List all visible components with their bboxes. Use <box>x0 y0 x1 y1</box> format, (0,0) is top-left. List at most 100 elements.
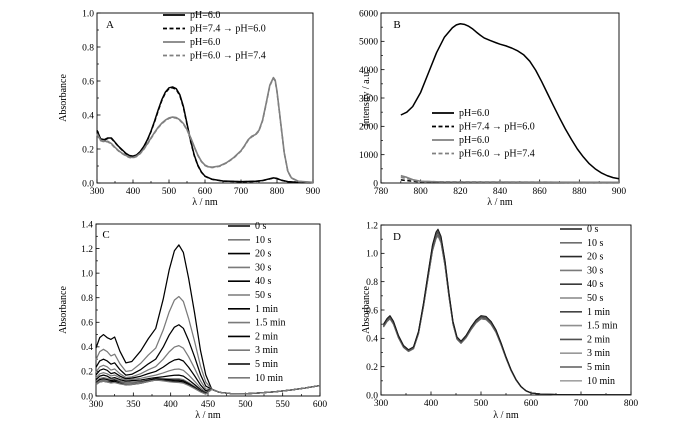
x-tick-label: 860 <box>533 187 548 197</box>
legend-entry: 5 min <box>587 362 610 373</box>
y-tick-label: 0.6 <box>82 77 94 87</box>
y-tick-label: 0.0 <box>366 391 378 401</box>
x-tick-label: 350 <box>126 400 141 410</box>
y-tick-label: 1.2 <box>366 221 378 231</box>
x-tick-label: 500 <box>238 400 253 410</box>
x-tick-label: 820 <box>453 187 468 197</box>
legend-entry: 50 s <box>255 290 272 301</box>
x-tick-label: 300 <box>374 399 389 409</box>
y-tick-label: 1.0 <box>82 9 94 19</box>
x-axis-label: λ / nm <box>493 410 519 421</box>
x-tick-label: 800 <box>414 187 429 197</box>
legend-entry: 1.5 min <box>255 318 286 329</box>
y-tick-label: 1000 <box>359 151 378 161</box>
x-tick-label: 800 <box>624 399 639 409</box>
x-tick-label: 450 <box>201 400 216 410</box>
panel-b: 780 800 820 840 860 880 900 0 1000 2000 3000 4000 50… <box>359 9 626 208</box>
x-tick-label: 700 <box>574 399 589 409</box>
y-tick-label: 6000 <box>359 9 378 19</box>
y-tick-label: 1.2 <box>81 245 93 255</box>
x-tick-label: 900 <box>612 187 627 197</box>
panel-label: C <box>102 229 109 241</box>
x-tick-label: 780 <box>374 187 389 197</box>
series-line <box>95 379 321 395</box>
y-tick-label: 0.0 <box>82 179 94 189</box>
y-tick-label: 0.2 <box>366 363 378 373</box>
y-tick-label: 1.0 <box>366 250 378 260</box>
y-tick-label: 0.4 <box>82 111 94 121</box>
y-tick-label: 0.4 <box>366 335 378 345</box>
y-axis-label: Absorbance <box>58 286 69 334</box>
legend-entry: 1 min <box>587 307 610 318</box>
y-tick-label: 0.8 <box>81 294 93 304</box>
y-tick-label: 0.0 <box>81 392 93 402</box>
legend-entry: 40 s <box>587 279 604 290</box>
legend-entry: 1 min <box>255 304 278 315</box>
x-tick-label: 600 <box>524 399 539 409</box>
x-tick-label: 300 <box>90 187 105 197</box>
x-axis-label: λ / nm <box>487 197 513 208</box>
panel-c: 300 350 400 450 500 550 600 0.0 0.2 0.4 0.6 0.8 1.0 1… <box>58 220 327 421</box>
x-tick-label: 400 <box>164 400 179 410</box>
legend-entry: pH=6.0 <box>459 108 489 119</box>
x-tick-label: 600 <box>313 400 328 410</box>
y-axis-label: Intensity / a.u. <box>361 69 372 126</box>
panel-a: 300 400 500 600 700 800 900 0.0 0.2 0.4 0.6 0.8 1.0 λ… <box>58 9 320 208</box>
y-tick-label: 3000 <box>359 94 378 104</box>
x-tick-label: 400 <box>424 399 439 409</box>
legend-entry: pH=6.0 <box>190 10 220 21</box>
y-tick-label: 2000 <box>359 123 378 133</box>
x-tick-label: 880 <box>572 187 587 197</box>
x-tick-label: 400 <box>126 187 141 197</box>
legend-entry: 5 min <box>255 359 278 370</box>
series-line <box>95 244 321 395</box>
series-line <box>400 176 620 184</box>
x-tick-label: 500 <box>162 187 177 197</box>
y-tick-label: 0.6 <box>81 319 93 329</box>
panel-label: A <box>106 19 114 31</box>
panel-d: 300 400 500 600 700 800 0.0 0.2 0.4 0.6 0.8 1.0 1.2 λ… <box>361 221 638 421</box>
legend-entry: 20 s <box>255 249 272 260</box>
legend-entry: 2 min <box>587 334 610 345</box>
y-tick-label: 0.2 <box>82 145 94 155</box>
y-tick-label: 0.2 <box>81 368 93 378</box>
x-axis-label: λ / nm <box>195 410 221 421</box>
legend-entry: 10 min <box>255 373 283 384</box>
legend-entry: 10 min <box>587 376 615 387</box>
panel-label: D <box>393 231 401 243</box>
y-tick-label: 1.4 <box>81 220 93 230</box>
x-tick-label: 300 <box>89 400 104 410</box>
y-tick-label: 0 <box>373 179 378 189</box>
legend-entry: 2 min <box>255 331 278 342</box>
series-line <box>400 174 620 184</box>
legend-entry: 30 s <box>255 262 272 273</box>
y-tick-label: 5000 <box>359 38 378 48</box>
series-line <box>96 86 314 184</box>
series-line <box>400 23 620 180</box>
y-tick-label: 0.8 <box>366 278 378 288</box>
legend-entry: pH=7.4 → pH=6.0 <box>459 122 535 133</box>
legend-entry: pH=6.0 <box>190 37 220 48</box>
x-tick-label: 840 <box>493 187 508 197</box>
series-line <box>96 77 314 184</box>
series-line <box>383 228 632 396</box>
legend-entry: 0 s <box>587 224 599 235</box>
legend-entry: pH=6.0 → pH=7.4 <box>459 149 535 160</box>
x-tick-label: 700 <box>234 187 249 197</box>
x-axis-label: λ / nm <box>192 197 218 208</box>
series-line <box>96 76 314 184</box>
y-tick-label: 0.8 <box>82 43 94 53</box>
legend-entry: 3 min <box>587 348 610 359</box>
legend-entry: pH=7.4 → pH=6.0 <box>190 24 266 35</box>
x-tick-label: 800 <box>270 187 285 197</box>
y-axis-label: Absorbance <box>361 286 372 334</box>
legend-entry: 30 s <box>587 265 604 276</box>
x-tick-label: 600 <box>198 187 213 197</box>
legend-entry: pH=6.0 <box>459 135 489 146</box>
y-tick-label: 1.0 <box>81 269 93 279</box>
x-tick-label: 550 <box>276 400 291 410</box>
legend-entry: 40 s <box>255 276 272 287</box>
legend-entry: 3 min <box>255 345 278 356</box>
legend-entry: 10 s <box>587 238 604 249</box>
